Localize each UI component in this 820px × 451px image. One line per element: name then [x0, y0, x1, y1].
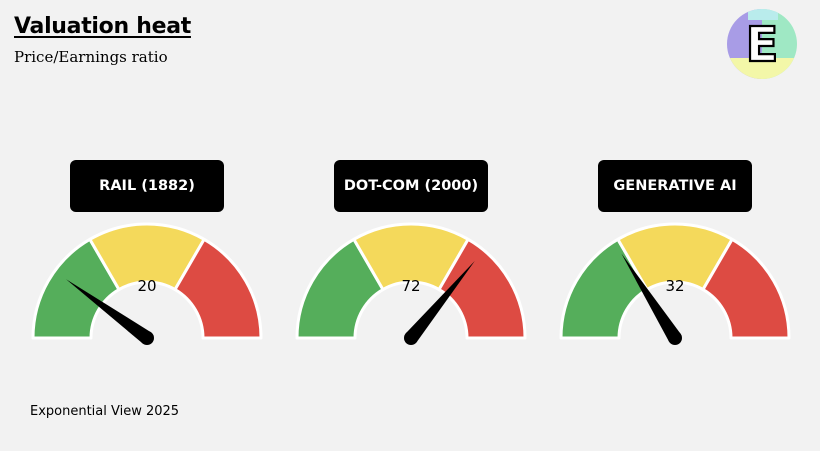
- source-footer: Exponential View 2025: [30, 404, 180, 419]
- gauge-value-label: 20: [137, 277, 156, 295]
- gauge-needle-hub: [668, 331, 682, 345]
- chart-title: Valuation heat: [14, 14, 191, 39]
- gauge-needle-hub: [140, 331, 154, 345]
- gauge-zone-red: [701, 237, 791, 340]
- logo-letter: E: [746, 17, 779, 73]
- gauge-value-label: 32: [665, 277, 684, 295]
- gauge-title-label: RAIL (1882): [70, 160, 224, 212]
- gauge-3: 32: [559, 222, 791, 345]
- gauge-1: 20: [31, 222, 263, 345]
- gauge-title-label: DOT-COM (2000): [334, 160, 488, 212]
- gauge-needle: [621, 253, 681, 342]
- gauge-needle: [405, 260, 475, 343]
- gauge-zone-red: [437, 237, 527, 340]
- gauge-needle-hub: [404, 331, 418, 345]
- gauge-2: 72: [295, 222, 527, 345]
- chart-subtitle: Price/Earnings ratio: [14, 48, 168, 66]
- exponential-view-logo: E: [727, 9, 797, 79]
- gauge-needle: [66, 279, 152, 344]
- gauge-zone-red: [173, 237, 263, 340]
- gauge-title-label: GENERATIVE AI: [598, 160, 752, 212]
- gauge-value-label: 72: [401, 277, 420, 295]
